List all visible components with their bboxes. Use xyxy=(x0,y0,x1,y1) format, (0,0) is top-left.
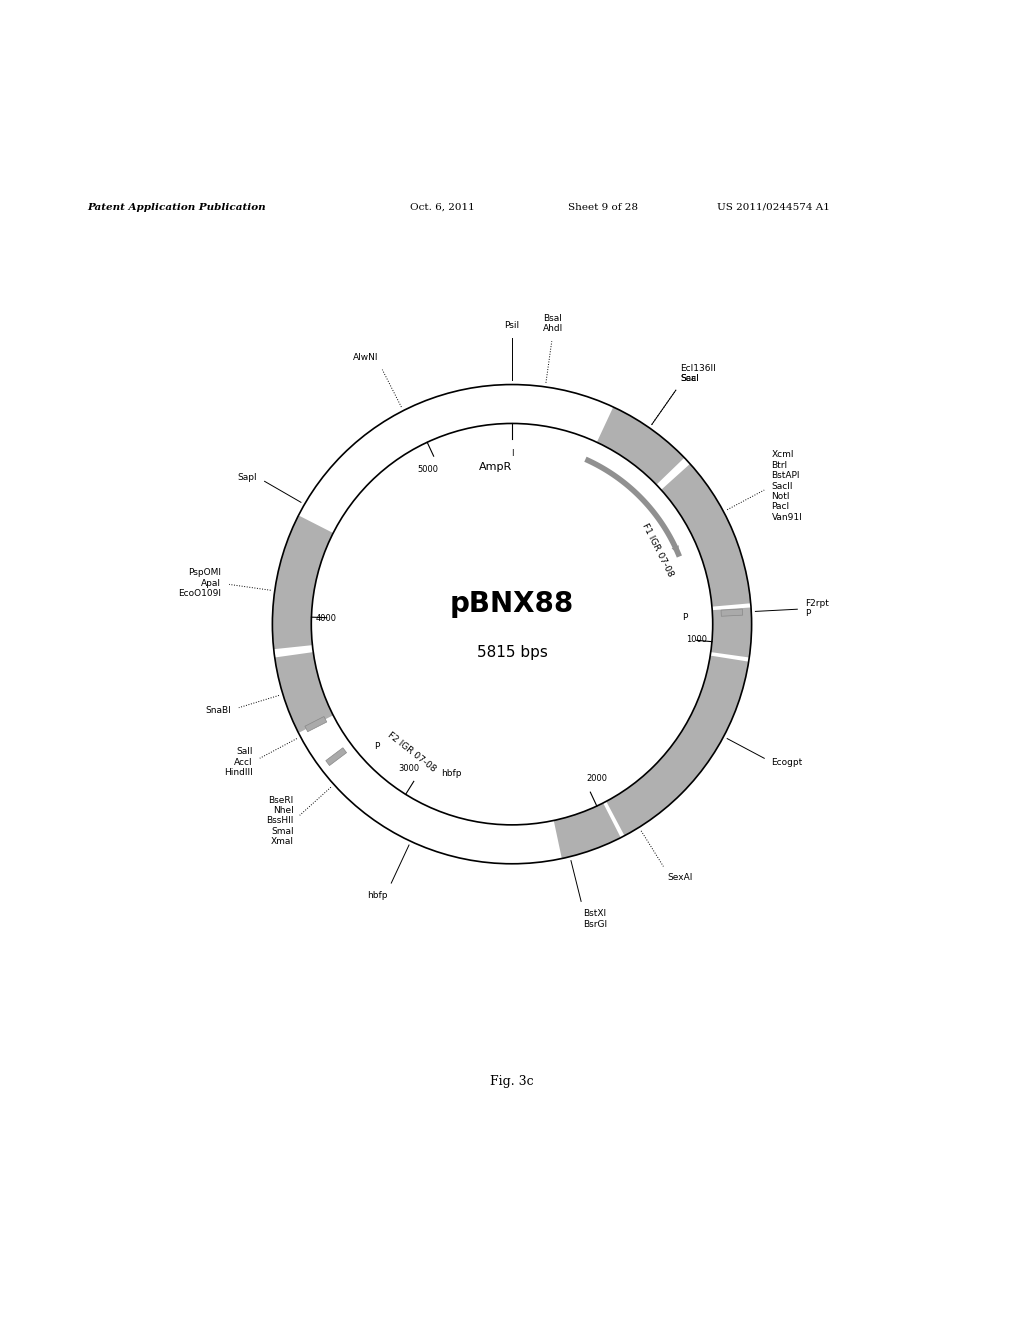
Text: F2 IGR 07-08: F2 IGR 07-08 xyxy=(386,731,437,774)
Polygon shape xyxy=(721,609,742,616)
Text: Fig. 3c: Fig. 3c xyxy=(490,1076,534,1089)
Wedge shape xyxy=(274,652,333,733)
Wedge shape xyxy=(597,407,684,484)
Wedge shape xyxy=(711,607,752,657)
Text: 5815 bps: 5815 bps xyxy=(476,645,548,660)
Text: SnaBI: SnaBI xyxy=(205,706,231,714)
Text: P: P xyxy=(375,742,380,751)
Text: I: I xyxy=(511,449,513,458)
Text: US 2011/0244574 A1: US 2011/0244574 A1 xyxy=(717,203,829,213)
Text: BseRI
NheI
BssHII
SmaI
XmaI: BseRI NheI BssHII SmaI XmaI xyxy=(266,796,294,846)
Text: 5000: 5000 xyxy=(417,466,438,474)
Text: F1 IGR 07-08: F1 IGR 07-08 xyxy=(640,521,675,578)
Text: P: P xyxy=(682,614,687,622)
Text: SapI: SapI xyxy=(238,473,257,482)
Text: PspOMI
ApaI
EcoO109I: PspOMI ApaI EcoO109I xyxy=(178,569,221,598)
Text: XcmI
BtrI
BstAPI
SacII
NotI
PacI
Van91I: XcmI BtrI BstAPI SacII NotI PacI Van91I xyxy=(771,450,802,521)
Text: 1000: 1000 xyxy=(686,635,708,644)
Text: SexAI: SexAI xyxy=(668,874,693,882)
Text: Patent Application Publication: Patent Application Publication xyxy=(87,203,265,213)
Text: hbfp: hbfp xyxy=(441,768,462,777)
Text: Ecl136II
SacI: Ecl136II SacI xyxy=(681,364,717,383)
Text: Oct. 6, 2011: Oct. 6, 2011 xyxy=(410,203,474,213)
Text: AmpR: AmpR xyxy=(479,462,512,471)
Polygon shape xyxy=(326,747,346,766)
Text: BsaI
AhdI: BsaI AhdI xyxy=(543,314,563,333)
Text: AlwNI: AlwNI xyxy=(353,354,379,362)
Text: 2000: 2000 xyxy=(586,774,607,783)
Text: Ecogpt: Ecogpt xyxy=(771,758,803,767)
Text: PsiI: PsiI xyxy=(505,321,519,330)
Text: 3000: 3000 xyxy=(398,764,419,772)
Text: hbfp: hbfp xyxy=(368,891,388,899)
Text: BstXI
BsrGI: BstXI BsrGI xyxy=(583,909,607,929)
Wedge shape xyxy=(606,656,749,836)
Text: 4000: 4000 xyxy=(316,614,337,623)
Wedge shape xyxy=(554,803,621,858)
Wedge shape xyxy=(272,515,333,649)
Text: SalI
AccI
HindIII: SalI AccI HindIII xyxy=(224,747,253,777)
Text: ScaI: ScaI xyxy=(681,375,699,383)
Wedge shape xyxy=(662,463,751,607)
Polygon shape xyxy=(305,717,327,731)
Text: pBNX88: pBNX88 xyxy=(450,590,574,618)
Text: Sheet 9 of 28: Sheet 9 of 28 xyxy=(568,203,638,213)
Text: F2rpt
P: F2rpt P xyxy=(806,599,829,619)
